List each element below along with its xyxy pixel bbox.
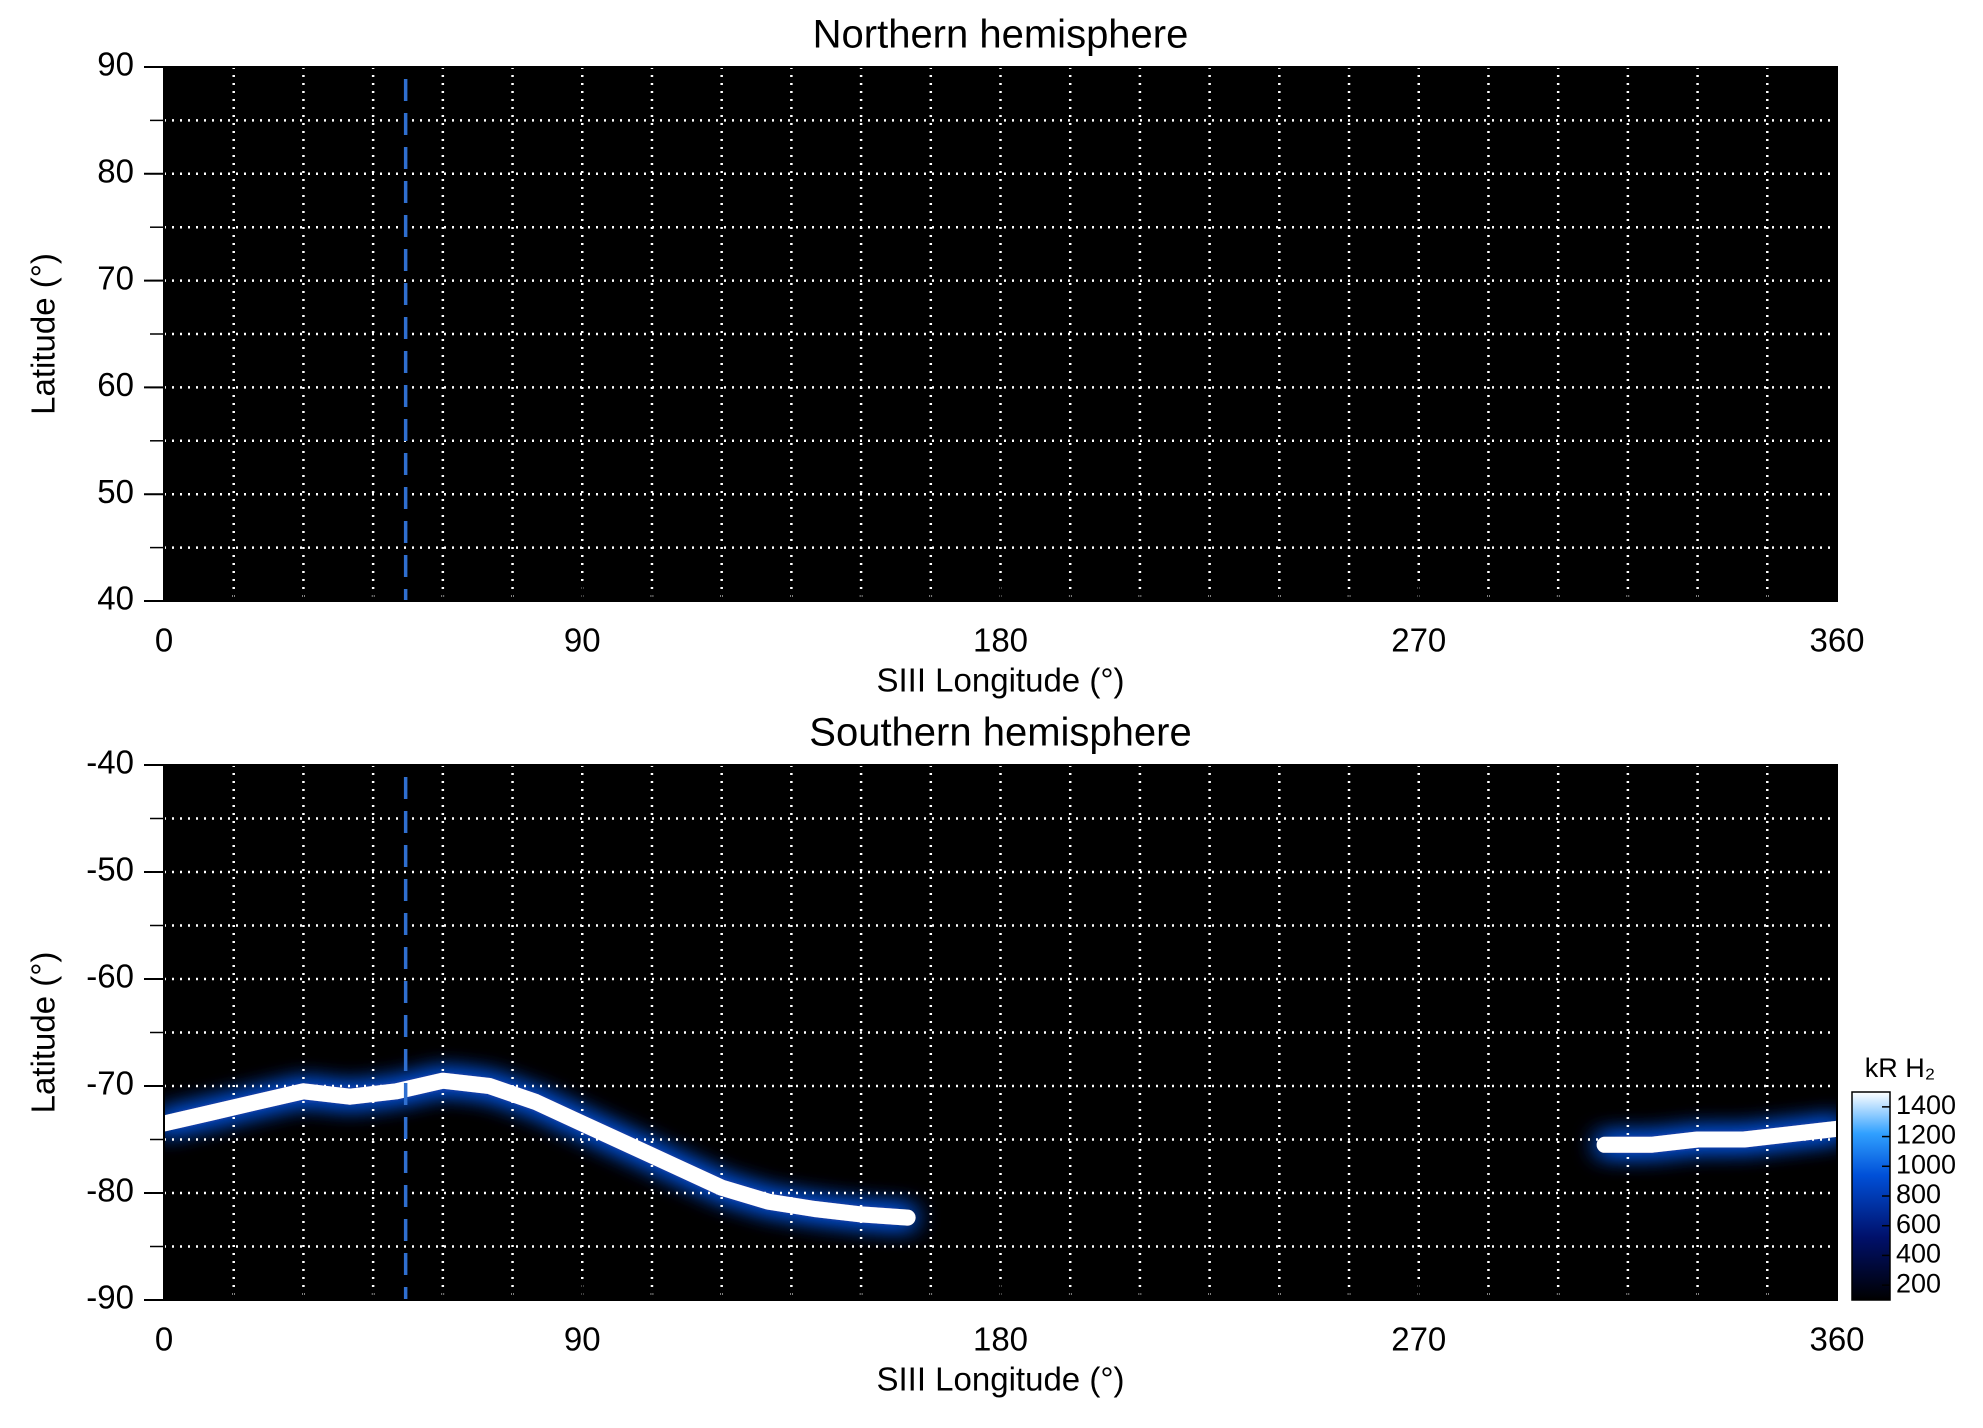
y-tick-label: 80 — [97, 153, 134, 190]
x-tick-label: 90 — [564, 622, 601, 659]
y-tick-label: -80 — [86, 1172, 134, 1209]
colorbar-tick-label: 200 — [1896, 1268, 1941, 1298]
x-axis-label: SIII Longitude (°) — [877, 1361, 1125, 1398]
y-tick-label: -50 — [86, 851, 134, 888]
x-tick-label: 360 — [1809, 622, 1864, 659]
x-tick-label: 180 — [973, 622, 1028, 659]
y-axis-label: Latitude (°) — [25, 952, 62, 1114]
chart-title: Northern hemisphere — [813, 13, 1189, 57]
y-tick-label: -90 — [86, 1279, 134, 1316]
y-tick-label: 40 — [97, 580, 134, 617]
y-tick-label: -70 — [86, 1065, 134, 1102]
y-axis-label: Latitude (°) — [25, 253, 62, 415]
y-tick-label: 60 — [97, 366, 134, 403]
colorbar-tick-label: 800 — [1896, 1179, 1941, 1209]
y-tick-label: -60 — [86, 958, 134, 995]
colorbar-tick-label: 1000 — [1896, 1149, 1956, 1179]
x-tick-label: 270 — [1391, 1321, 1446, 1358]
colorbar-tick-label: 1400 — [1896, 1090, 1956, 1120]
x-tick-label: 90 — [564, 1321, 601, 1358]
y-tick-label: -40 — [86, 744, 134, 781]
x-tick-label: 0 — [155, 1321, 173, 1358]
x-tick-label: 360 — [1809, 1321, 1864, 1358]
colorbar-tick-label: 600 — [1896, 1209, 1941, 1239]
colorbar-tick-label: 400 — [1896, 1239, 1941, 1269]
x-tick-label: 0 — [155, 622, 173, 659]
y-tick-label: 70 — [97, 259, 134, 296]
auroral-oval — [164, 1072, 1837, 1226]
colorbar-tick-label: 1200 — [1896, 1120, 1956, 1150]
x-axis-label: SIII Longitude (°) — [877, 662, 1125, 699]
y-tick-label: 90 — [97, 46, 134, 83]
x-tick-label: 270 — [1391, 622, 1446, 659]
y-tick-label: 50 — [97, 473, 134, 510]
colorbar-label: kR H₂ — [1865, 1053, 1935, 1083]
chart-title: Southern hemisphere — [809, 711, 1191, 755]
x-tick-label: 180 — [973, 1321, 1028, 1358]
